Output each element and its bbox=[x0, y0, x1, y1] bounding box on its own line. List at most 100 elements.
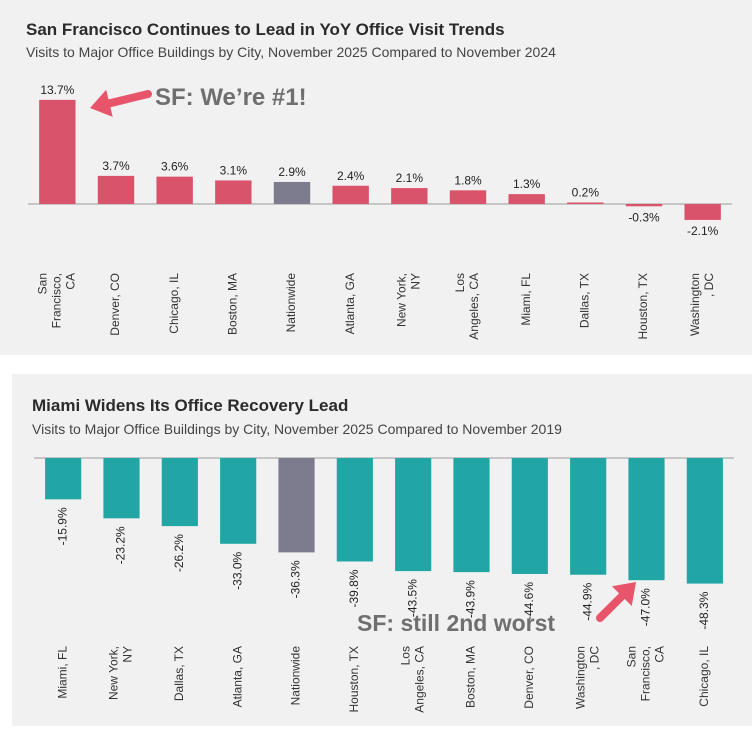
tick-label: San Francisco, CA bbox=[625, 646, 667, 701]
bar-miami-fl bbox=[508, 194, 545, 204]
bar-chicago-il bbox=[156, 176, 193, 204]
bar-houston-tx bbox=[625, 204, 663, 207]
tick-label: Boston, MA bbox=[226, 273, 240, 335]
tick-label-line: NY bbox=[121, 646, 135, 663]
tick-label-line: Houston, TX bbox=[347, 646, 361, 712]
chart-subtitle: Visits to Major Office Buildings by City… bbox=[32, 421, 562, 437]
value-label: -0.3% bbox=[628, 210, 660, 224]
value-label: 2.9% bbox=[278, 165, 306, 179]
value-label: 2.4% bbox=[337, 169, 365, 183]
value-label: -47.0% bbox=[639, 588, 653, 626]
value-label: -48.3% bbox=[697, 591, 711, 629]
chart-title: San Francisco Continues to Lead in YoY O… bbox=[26, 20, 505, 39]
tick-label-line: New York, bbox=[395, 273, 409, 327]
tick-label-line: Los bbox=[398, 646, 412, 665]
tick-label-line: San bbox=[625, 646, 639, 667]
tick-label-line: Washington bbox=[688, 273, 702, 336]
annotation-top: SF: We’re #1! bbox=[155, 84, 307, 111]
bar-miami-fl bbox=[45, 458, 82, 500]
tick-label-line: Miami, FL bbox=[519, 273, 533, 326]
tick-label-line: , DC bbox=[587, 646, 601, 670]
tick-label: Boston, MA bbox=[464, 646, 478, 708]
bar-denver-co bbox=[97, 175, 135, 204]
tick-label: San Francisco, CA bbox=[36, 273, 78, 328]
tick-label: Los Angeles, CA bbox=[398, 646, 426, 713]
tick-label-line: Angeles, CA bbox=[412, 646, 426, 713]
value-label: 2.1% bbox=[396, 171, 424, 185]
yoy-chart-panel: San Francisco Continues to Lead in YoY O… bbox=[0, 0, 752, 355]
tick-label: Los Angeles, CA bbox=[453, 273, 481, 340]
tick-label: Nationwide bbox=[284, 273, 298, 333]
tick-label: Houston, TX bbox=[347, 646, 361, 712]
tick-label: Denver, CO bbox=[522, 646, 536, 709]
bar-denver-co bbox=[511, 458, 548, 574]
bar-boston-ma bbox=[453, 458, 490, 573]
tick-label: Atlanta, GA bbox=[230, 646, 244, 707]
tick-label-line: Houston, TX bbox=[636, 273, 650, 339]
tick-label-line: Boston, MA bbox=[226, 273, 240, 335]
value-label: -2.1% bbox=[687, 224, 719, 238]
value-label: -26.2% bbox=[172, 534, 186, 572]
recovery-bar-chart: -15.9% Miami, FL -23.2% New York, NY -26.2% Da… bbox=[34, 457, 734, 713]
bar-nationwide bbox=[273, 181, 311, 204]
tick-label: Miami, FL bbox=[55, 646, 69, 699]
bar-atlanta-ga bbox=[220, 458, 257, 544]
tick-label-line: Washington bbox=[573, 646, 587, 709]
tick-label: Chicago, IL bbox=[167, 273, 181, 334]
bar-washington-dc bbox=[684, 204, 721, 220]
tick-label-line: Denver, CO bbox=[108, 273, 122, 336]
tick-label-line: Francisco, bbox=[639, 646, 653, 701]
tick-label-line: Atlanta, GA bbox=[230, 646, 244, 707]
tick-label-line: Dallas, TX bbox=[578, 273, 592, 328]
tick-label-line: Los bbox=[453, 273, 467, 292]
yoy-bar-chart: 13.7% San Francisco, CA 3.7% Denver, CO 3.6% Ch… bbox=[28, 83, 732, 340]
tick-label-line: Chicago, IL bbox=[697, 646, 711, 707]
annotation-arrow-top bbox=[90, 89, 152, 117]
bar-washington-dc bbox=[570, 458, 607, 575]
bar-los-angeles-ca bbox=[449, 190, 487, 204]
tick-label-line: San bbox=[36, 273, 50, 294]
value-label: -43.9% bbox=[464, 580, 478, 618]
tick-label-line: Chicago, IL bbox=[167, 273, 181, 334]
value-label: 13.7% bbox=[40, 83, 74, 97]
tick-label-line: Denver, CO bbox=[522, 646, 536, 709]
annotation-arrow-bottom bbox=[596, 582, 636, 622]
tick-label-line: CA bbox=[64, 273, 78, 290]
chart-subtitle: Visits to Major Office Buildings by City… bbox=[26, 44, 556, 60]
recovery-chart-panel: Miami Widens Its Office Recovery Lead Vi… bbox=[12, 374, 752, 726]
bar-nationwide bbox=[278, 458, 315, 553]
bar-chicago-il bbox=[686, 458, 723, 584]
bar-los-angeles-ca bbox=[395, 458, 432, 572]
value-label: -33.0% bbox=[230, 551, 244, 589]
value-label: -44.9% bbox=[580, 582, 594, 620]
value-label: -43.5% bbox=[405, 579, 419, 617]
tick-label: Denver, CO bbox=[108, 273, 122, 336]
bar-dallas-tx bbox=[567, 202, 604, 204]
annotation-bottom: SF: still 2nd worst bbox=[357, 610, 556, 636]
bar-san-francisco-ca bbox=[628, 458, 665, 581]
bar-houston-tx bbox=[336, 458, 373, 562]
tick-label: Washington, DC bbox=[688, 273, 716, 336]
tick-label: Chicago, IL bbox=[697, 646, 711, 707]
value-label: -44.6% bbox=[522, 582, 536, 620]
chart-title: Miami Widens Its Office Recovery Lead bbox=[32, 396, 349, 415]
value-label: -39.8% bbox=[347, 569, 361, 607]
value-label: 3.6% bbox=[161, 160, 189, 174]
value-label: 1.8% bbox=[454, 173, 482, 187]
value-label: 3.7% bbox=[102, 159, 130, 173]
tick-label-line: Nationwide bbox=[289, 646, 303, 706]
tick-label-line: NY bbox=[409, 273, 423, 290]
value-label: 1.3% bbox=[513, 177, 541, 191]
bar-new-york-ny bbox=[391, 188, 428, 204]
tick-label-line: Nationwide bbox=[284, 273, 298, 333]
value-label: -23.2% bbox=[114, 526, 128, 564]
tick-label-line: Dallas, TX bbox=[172, 646, 186, 701]
tick-label-line: Francisco, bbox=[50, 273, 64, 328]
tick-label: Dallas, TX bbox=[172, 646, 186, 701]
value-label: -15.9% bbox=[55, 507, 69, 545]
tick-label: New York, NY bbox=[395, 273, 423, 327]
value-label: 3.1% bbox=[220, 163, 248, 177]
tick-label-line: CA bbox=[653, 646, 667, 663]
bar-dallas-tx bbox=[161, 458, 198, 527]
